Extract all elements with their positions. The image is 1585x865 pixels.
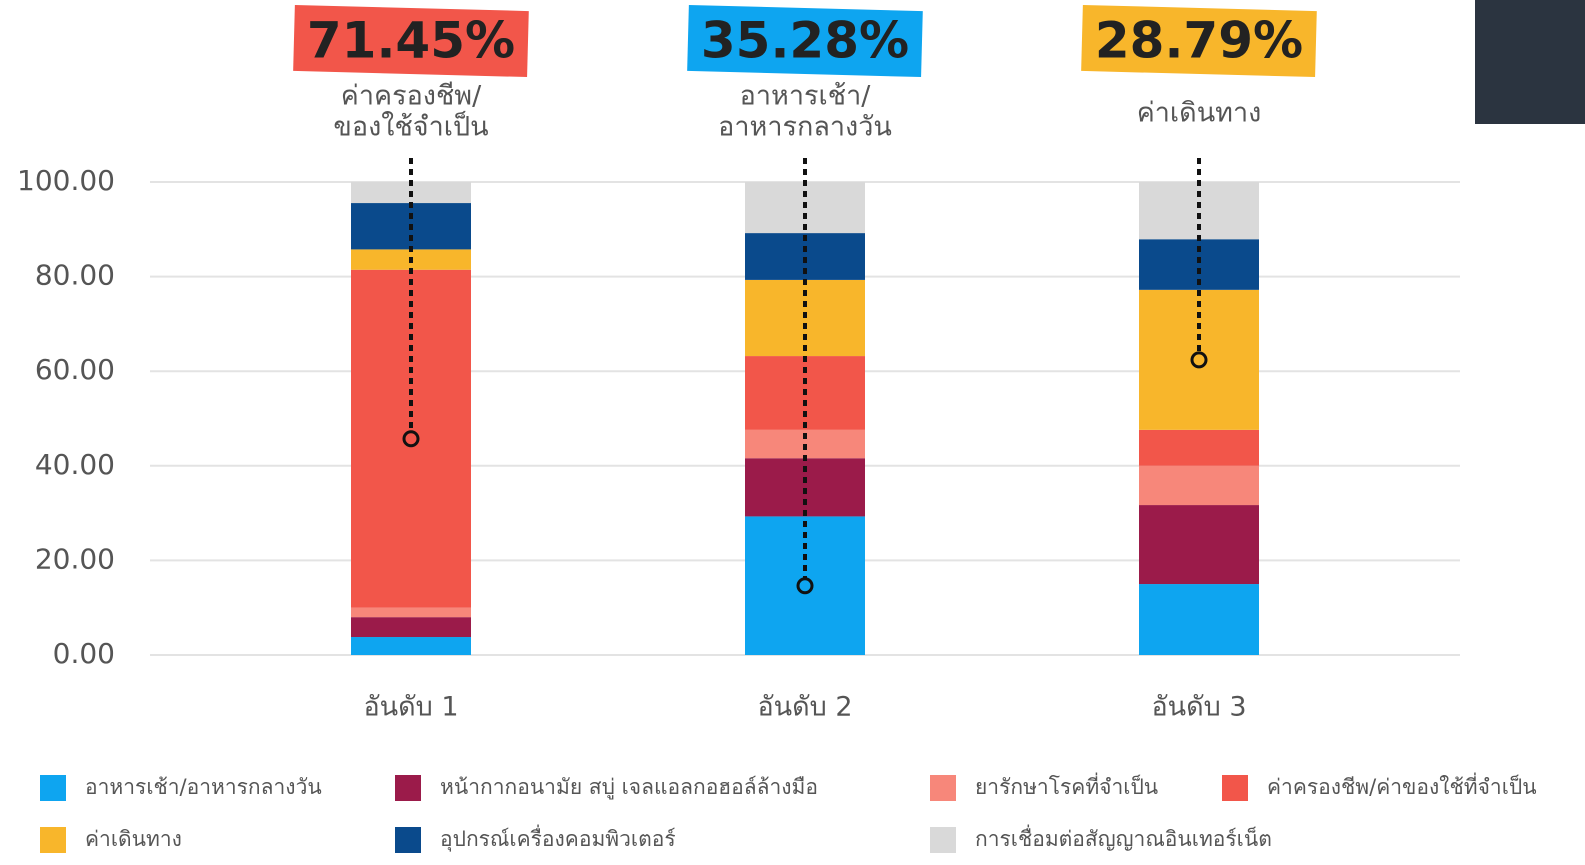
annotation-text: ค่าครองชีพ/: [341, 81, 482, 112]
bar-segment: [351, 269, 471, 608]
legend-swatch: [1222, 775, 1248, 801]
legend-label: การเชื่อมต่อสัญญาณอินเทอร์เน็ต: [975, 824, 1272, 851]
bar-segment: [1139, 584, 1259, 655]
legend-swatch: [395, 827, 421, 853]
annotation-dot: [796, 577, 814, 595]
annotation-dot: [1190, 351, 1208, 369]
annotation-text: อาหารกลางวัน: [718, 112, 892, 143]
bar-segment: [1139, 465, 1259, 506]
legend-label: อุปกรณ์เครื่องคอมพิวเตอร์: [440, 824, 676, 852]
annotation-value: 35.28%: [701, 12, 909, 70]
annotation-text: อาหารเช้า/: [740, 81, 872, 112]
y-tick-label: 60.00: [35, 353, 115, 386]
x-tick-label: อันดับ 1: [363, 692, 458, 723]
legend-label: อาหารเช้า/อาหารกลางวัน: [85, 775, 322, 799]
annotation-value: 28.79%: [1095, 12, 1303, 70]
bar-segment: [745, 516, 865, 655]
bar-segment: [1139, 429, 1259, 466]
annotation-value: 71.45%: [307, 12, 515, 70]
webcam-thumbnail: [1475, 0, 1585, 124]
y-tick-label: 20.00: [35, 542, 115, 575]
y-tick-label: 80.00: [35, 259, 115, 292]
annotation-box: [687, 4, 923, 78]
legend-label: ยารักษาโรคที่จำเป็น: [975, 772, 1158, 799]
bar-segment: [351, 617, 471, 638]
annotation-dot: [402, 430, 420, 448]
bar-segment: [351, 637, 471, 655]
annotation-box: [293, 4, 529, 78]
y-tick-label: 0.00: [53, 637, 115, 670]
x-tick-label: อันดับ 2: [757, 692, 852, 723]
legend-label: ค่าเดินทาง: [85, 827, 182, 851]
annotation-text: ของใช้จำเป็น: [333, 109, 488, 143]
legend-label: ค่าครองชีพ/ค่าของใช้ที่จำเป็น: [1267, 772, 1537, 799]
legend-swatch: [395, 775, 421, 801]
y-tick-label: 40.00: [35, 448, 115, 481]
annotation-box: [1081, 4, 1317, 78]
legend-swatch: [930, 827, 956, 853]
legend-swatch: [930, 775, 956, 801]
legend-label: หน้ากากอนามัย สบู่ เจลแอลกอฮอล์ล้างมือ: [440, 775, 818, 800]
bar-segment: [1139, 289, 1259, 430]
legend-swatch: [40, 775, 66, 801]
x-tick-label: อันดับ 3: [1151, 692, 1246, 723]
legend-swatch: [40, 827, 66, 853]
bar-segment: [1139, 505, 1259, 585]
annotation-text: ค่าเดินทาง: [1137, 98, 1262, 129]
y-tick-label: 100.00: [17, 164, 115, 197]
bar-segment: [351, 607, 471, 618]
bar-segment: [1139, 182, 1259, 240]
